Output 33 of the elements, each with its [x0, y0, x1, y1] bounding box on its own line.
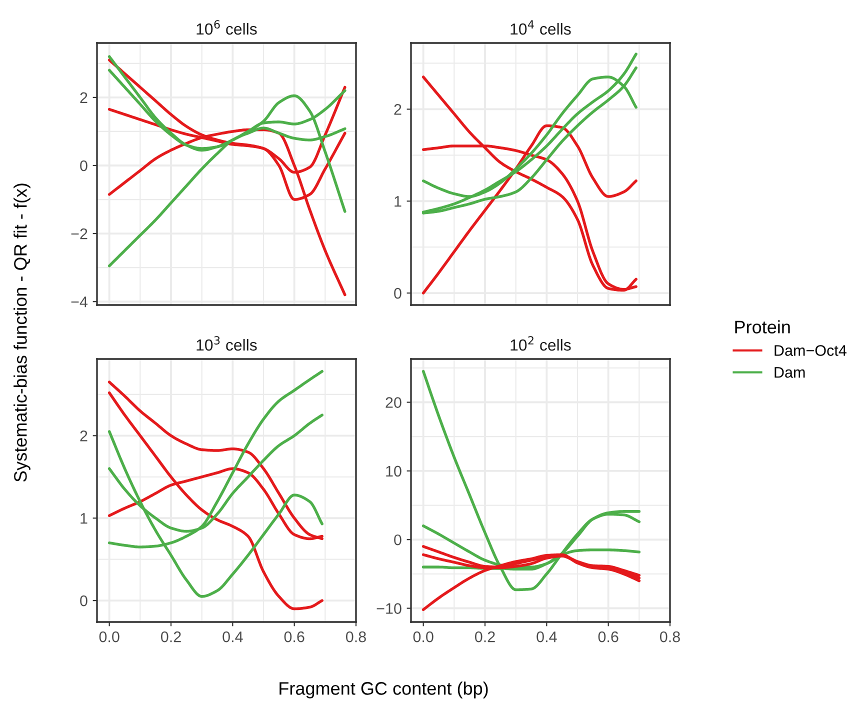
x-axis-title: Fragment GC content (bp) [280, 682, 488, 698]
chart-title: 10$^{6}$ cells [196, 20, 257, 35]
y-tick-label: −4 [71, 296, 88, 308]
x-tick-label: 0.4 [222, 631, 243, 642]
y-tick-label: 2 [80, 430, 88, 442]
y-tick-label: 0 [80, 160, 88, 172]
y-axis-title: Systematic-bias function - QR fit - f(x) [14, 184, 30, 482]
chart-title: 10$^{3}$ cells [196, 336, 257, 351]
y-tick-label: 2 [80, 92, 88, 103]
y-tick-label: −2 [71, 228, 88, 240]
y-tick-label: 2 [394, 104, 402, 115]
x-tick-label: 0.8 [660, 631, 680, 642]
x-tick-label: 0.2 [160, 631, 181, 642]
y-tick-label: 1 [394, 196, 402, 207]
x-tick-label: 0.0 [413, 631, 434, 642]
y-tick-label: 20 [386, 397, 402, 408]
y-tick-label: 0 [394, 288, 402, 299]
x-tick-label: 0.2 [474, 631, 495, 642]
y-tick-label: 0 [80, 595, 88, 606]
y-tick-label: 1 [80, 513, 88, 524]
x-tick-label: 0.0 [99, 631, 120, 642]
x-tick-label: 0.8 [346, 631, 366, 642]
chart-title: 10$^{2}$ cells [510, 336, 571, 351]
legend-label: Dam [774, 367, 805, 378]
x-tick-label: 0.6 [598, 631, 618, 642]
y-tick-label: 0 [394, 534, 402, 546]
legend-label: Dam−Oct4 [774, 345, 846, 356]
x-tick-label: 0.4 [536, 631, 557, 642]
x-tick-label: 0.6 [284, 631, 304, 642]
y-tick-label: −10 [376, 603, 402, 614]
legend-title: Protein [735, 320, 790, 334]
chart-title: 10$^{4}$ cells [510, 20, 571, 35]
y-tick-label: 10 [386, 466, 402, 477]
